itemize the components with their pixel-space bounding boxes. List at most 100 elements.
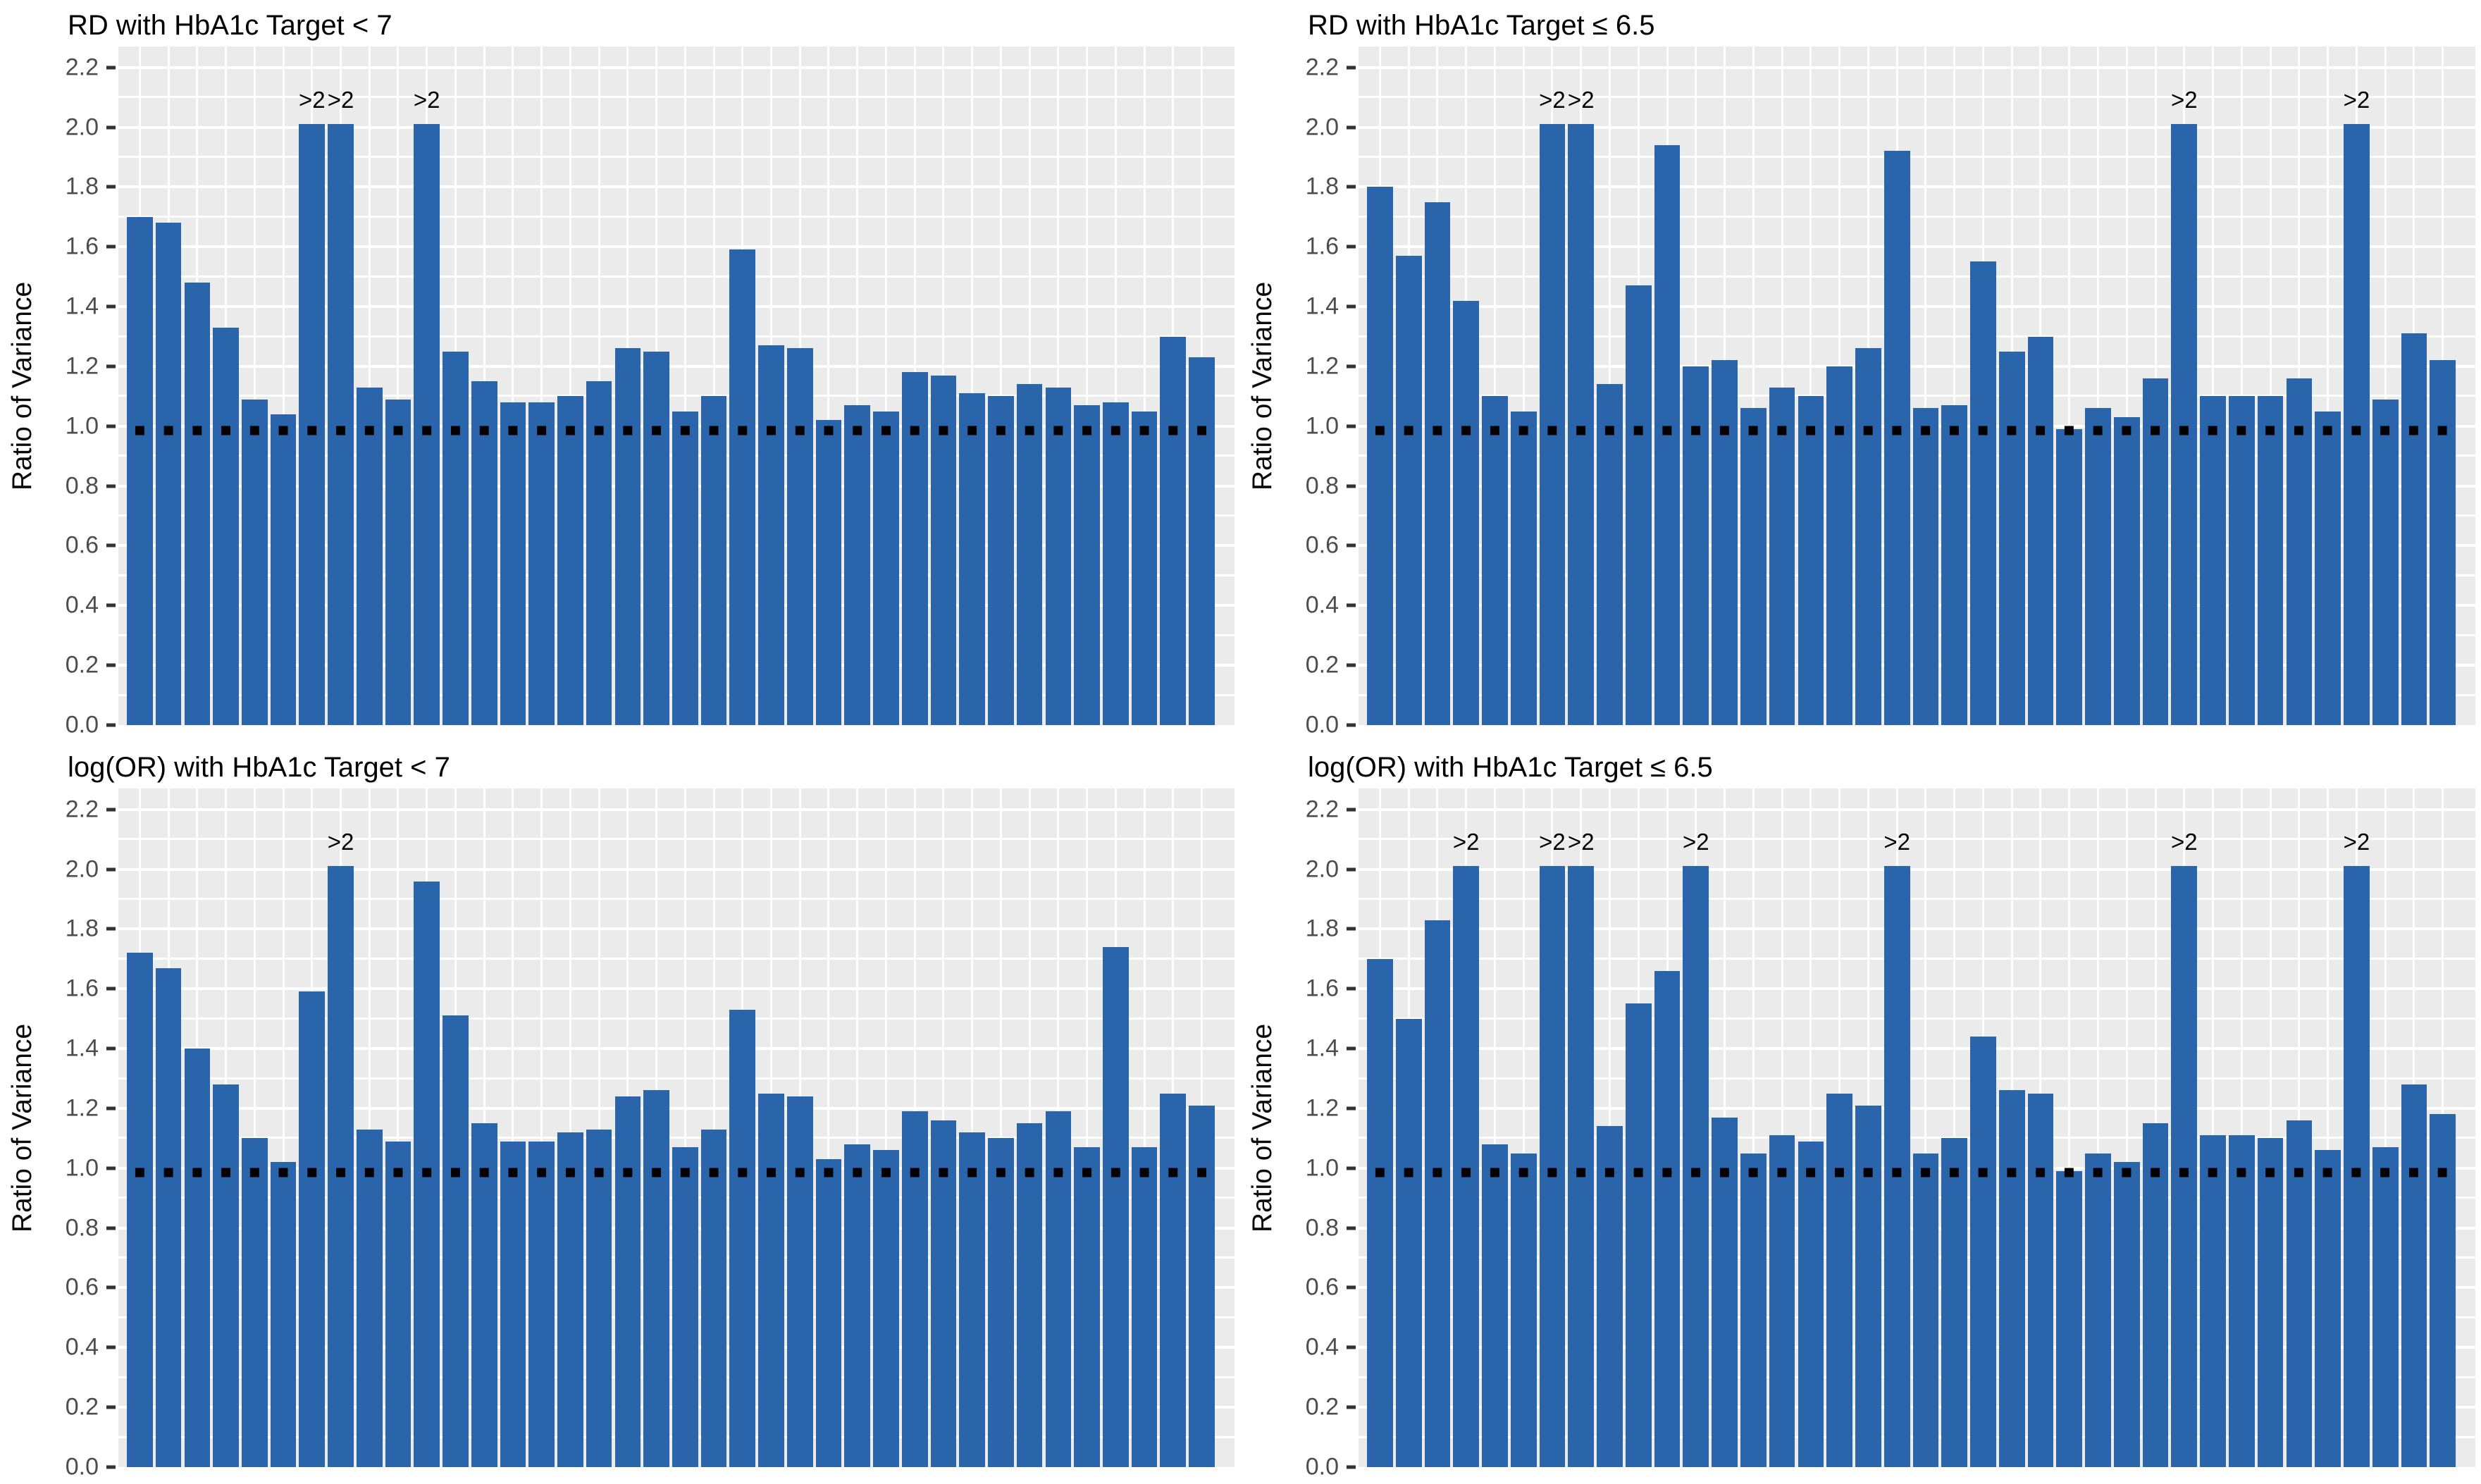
bar: [443, 351, 469, 725]
bar: [2372, 399, 2399, 725]
bar-slot: [1158, 47, 1187, 725]
grid-line-vertical: [569, 47, 571, 725]
y-tick-label: 2.0: [65, 855, 99, 883]
y-tick-label: 1.2: [65, 1094, 99, 1122]
bar: [127, 216, 153, 725]
bar-slot: [2313, 789, 2342, 1467]
grid-line-horizontal: [1359, 245, 2475, 249]
bar: [815, 1159, 842, 1467]
y-tick-mark: [106, 663, 116, 667]
bar: [528, 402, 555, 725]
y-tick-label: 1.4: [65, 1034, 99, 1062]
bar: [2113, 1162, 2140, 1467]
cap-label: >2: [1567, 87, 1595, 113]
grid-line-vertical: [683, 789, 686, 1467]
y-tick-label: 1.0: [65, 1154, 99, 1182]
bar-slot: [1624, 789, 1653, 1467]
grid-line-vertical: [1953, 789, 1956, 1467]
bar: [1568, 866, 1595, 1467]
bar-slot: [2256, 47, 2285, 725]
y-tick-label: 1.6: [1305, 975, 1339, 1002]
y-tick-mark: [1347, 1226, 1356, 1230]
bar: [2056, 1171, 2083, 1467]
bar-slot: >2: [1883, 789, 1912, 1467]
plot-area: >2 >2 >2: [118, 47, 1235, 725]
bar: [700, 396, 727, 725]
panel-logor-target-le-6p5: log(OR) with HbA1c Target ≤ 6.5 Ratio of…: [1240, 742, 2481, 1484]
grid-line-vertical: [1953, 47, 1956, 725]
grid-line-vertical: [253, 789, 256, 1467]
y-tick-label: 0.8: [65, 1214, 99, 1242]
bar-slot: [556, 47, 585, 725]
grid-line-horizontal: [118, 957, 1235, 960]
grid-line-horizontal: [1359, 838, 2475, 841]
bar: [1769, 1135, 1795, 1467]
bar: [700, 1129, 727, 1467]
y-tick-label: 0.6: [65, 531, 99, 559]
bar: [213, 327, 239, 725]
bar-slot: [757, 47, 786, 725]
bar: [1912, 1153, 1939, 1467]
bar-slot: [872, 47, 901, 725]
grid-line-vertical: [971, 47, 974, 725]
bar: [2229, 396, 2255, 725]
cap-label: >2: [2343, 829, 2370, 855]
cap-label: >2: [1883, 829, 1910, 855]
bar-slot: [1969, 789, 1998, 1467]
bar: [1998, 351, 2025, 725]
bar-slot: [2055, 47, 2084, 725]
bar-slot: [1768, 789, 1797, 1467]
grid-line-vertical: [1114, 47, 1117, 725]
bar-slot: [2027, 789, 2055, 1467]
bar-slot: >2: [1452, 789, 1480, 1467]
bar: [1597, 1126, 1623, 1467]
bar: [500, 402, 526, 725]
bar: [241, 1138, 268, 1467]
y-tick-mark: [106, 1106, 116, 1111]
y-axis-label: Ratio of Variance: [1247, 281, 1277, 490]
bar: [1941, 1138, 1968, 1467]
bar-slot: [1940, 789, 1969, 1467]
bar: [2315, 411, 2341, 725]
bar-slot: [1940, 47, 1969, 725]
y-tick-label: 2.0: [65, 113, 99, 141]
bar: [1482, 396, 1508, 725]
bar-slot: [1854, 789, 1883, 1467]
bar-slot: [728, 789, 757, 1467]
bar-slot: [901, 47, 929, 725]
bar-slot: [613, 789, 642, 1467]
bar-slots: >2 >2 >2 >2 >2 >2 >2: [1366, 789, 2457, 1467]
bar-slot: [2198, 47, 2227, 725]
bar: [1131, 411, 1158, 725]
bar-slot: [585, 789, 614, 1467]
grid-line-vertical: [540, 47, 543, 725]
bar-slot: [1912, 789, 1941, 1467]
bar-slot: [441, 47, 470, 725]
y-tick-mark: [1347, 125, 1356, 130]
y-tick-mark: [106, 125, 116, 130]
grid-line-horizontal: [118, 897, 1235, 900]
bar-slot: [929, 47, 958, 725]
bar: [1625, 285, 1652, 725]
bar-slot: [1739, 47, 1768, 725]
y-tick-label: 2.2: [1305, 54, 1339, 81]
bar: [557, 1132, 583, 1467]
bar: [1798, 1141, 1824, 1467]
bar: [844, 1144, 871, 1467]
bar: [1453, 866, 1480, 1467]
grid-line-horizontal: [118, 215, 1235, 218]
y-tick-mark: [1347, 543, 1356, 548]
grid-line-vertical: [2269, 47, 2272, 725]
bar: [2344, 124, 2370, 725]
bar: [328, 124, 354, 725]
y-tick-label: 0.4: [1305, 1333, 1339, 1361]
y-tick-label: 2.0: [1305, 113, 1339, 141]
y-axis-label: Ratio of Variance: [1247, 1023, 1277, 1232]
bar: [127, 953, 153, 1467]
bar: [1855, 348, 1881, 725]
bar-slot: [986, 47, 1015, 725]
bar-slot: [1912, 47, 1941, 725]
grid-line-vertical: [1057, 47, 1060, 725]
bar: [2142, 1123, 2169, 1467]
bar: [385, 399, 412, 725]
